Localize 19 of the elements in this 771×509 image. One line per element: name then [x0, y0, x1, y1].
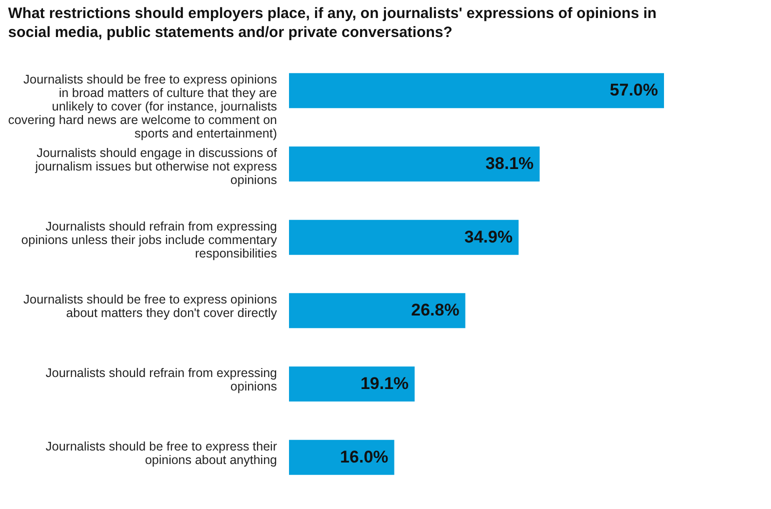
- data-label: 34.9%: [464, 227, 513, 246]
- y-tick-label: Journalists should engage in discussions of journalism issues but otherwise not express opinions: [34, 146, 278, 187]
- bar: [289, 293, 466, 328]
- y-tick-label: Journalists should refrain from expressing opinions: [46, 366, 278, 394]
- y-tick-label: Journalists should refrain from expressing opinions unless their jobs include commentary responsibilities: [21, 219, 278, 260]
- y-tick-label: Journalists should be free to express opinions in broad matters of culture that they are unlikely to cover (for instance, journalists covering hard news are welcome to comment on sports and entertainment): [8, 72, 278, 141]
- y-tick-label: Journalists should be free to express their opinions about anything: [46, 439, 278, 467]
- data-label: 57.0%: [610, 80, 658, 100]
- data-label: 16.0%: [340, 447, 388, 466]
- bar: [289, 73, 664, 108]
- bar: [289, 146, 540, 182]
- bar: [289, 220, 519, 255]
- data-label: 19.1%: [360, 374, 409, 393]
- data-label: 38.1%: [485, 154, 534, 173]
- chart-title: What restrictions should employers place, if any, on journalists' expressions of opinions in social media, public statements and/or private conversations?: [8, 5, 657, 41]
- bar: [289, 366, 415, 402]
- bar: [289, 440, 394, 475]
- data-label: 26.8%: [411, 300, 460, 320]
- y-tick-label: Journalists should be free to express opinions about matters they don't cover directly: [23, 292, 278, 320]
